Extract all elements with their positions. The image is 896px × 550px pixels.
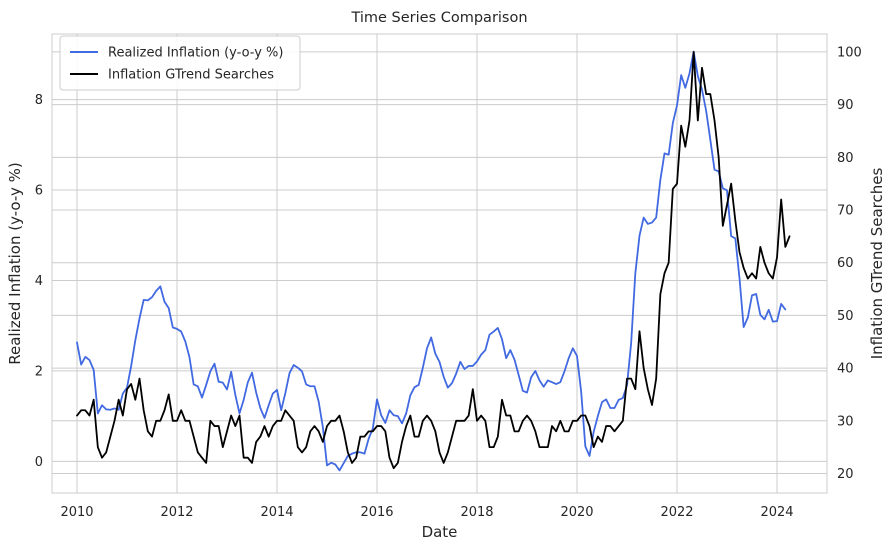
right-tick-label: 90 xyxy=(837,98,854,113)
right-tick-label: 40 xyxy=(837,362,854,377)
left-axis-title: Realized Inflation (y-o-y %) xyxy=(6,162,24,364)
series-layer xyxy=(76,50,791,472)
x-tick-label: 2022 xyxy=(660,505,693,520)
right-tick-label: 30 xyxy=(837,414,854,429)
x-tick-labels: 2010 2012 2014 2016 2018 2020 2022 2024 xyxy=(60,505,793,520)
legend-label-gtrend: Inflation GTrend Searches xyxy=(108,68,274,83)
series-line-gtrend xyxy=(76,51,791,470)
chart-title: Time Series Comparison xyxy=(350,10,527,26)
right-tick-label: 70 xyxy=(837,204,854,219)
left-tick-label: 4 xyxy=(35,274,43,289)
x-tick-label: 2012 xyxy=(160,505,193,520)
x-tick-label: 2010 xyxy=(60,505,93,520)
x-tick-label: 2018 xyxy=(460,505,493,520)
right-axis-title: Inflation GTrend Searches xyxy=(868,168,886,360)
right-tick-label: 60 xyxy=(837,256,854,271)
x-tick-label: 2014 xyxy=(260,505,293,520)
plot-frame xyxy=(51,33,828,494)
x-axis-title: Date xyxy=(422,523,458,541)
left-tick-label: 8 xyxy=(35,93,43,108)
legend-box xyxy=(59,35,301,91)
right-tick-label: 20 xyxy=(837,467,854,482)
left-tick-label: 0 xyxy=(35,455,43,470)
right-tick-labels: 20 30 40 50 60 70 80 90 100 xyxy=(837,45,862,482)
x-tick-label: 2020 xyxy=(560,505,593,520)
x-tick-label: 2016 xyxy=(360,505,393,520)
series-line-inflation xyxy=(76,50,787,472)
legend-label-inflation: Realized Inflation (y-o-y %) xyxy=(108,46,283,61)
right-tick-label: 80 xyxy=(837,151,854,166)
left-tick-labels: 0 2 4 6 8 xyxy=(35,93,43,470)
right-tick-label: 100 xyxy=(837,45,862,60)
grid-layer xyxy=(52,34,827,493)
right-tick-label: 50 xyxy=(837,309,854,324)
left-tick-label: 2 xyxy=(35,364,43,379)
left-tick-label: 6 xyxy=(35,184,43,199)
legend: Realized Inflation (y-o-y %) Inflation G… xyxy=(59,35,301,91)
x-tick-label: 2024 xyxy=(760,505,793,520)
